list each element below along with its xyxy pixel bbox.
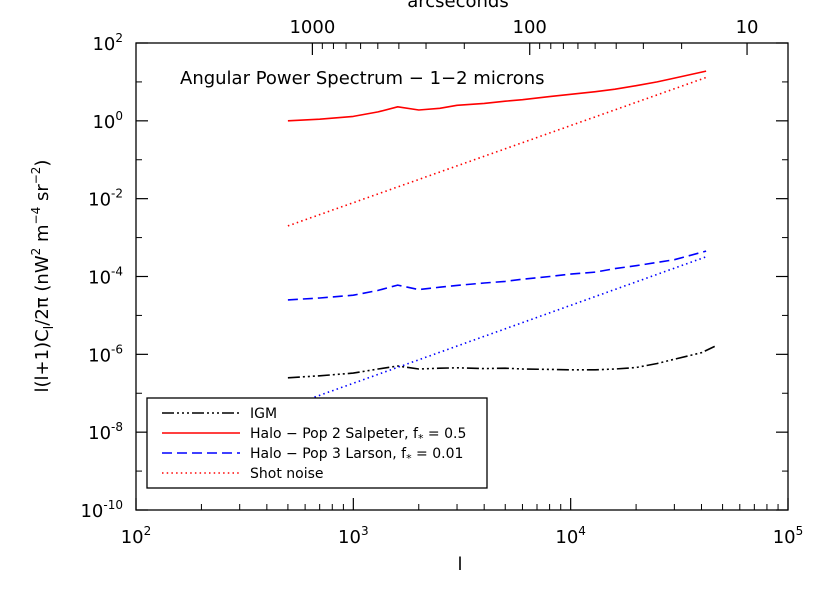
x-tick-label: 105 — [773, 524, 804, 548]
x-tick-labels: 102 103 104 105 — [121, 524, 804, 548]
x-tick-label-exponent: 2 — [144, 524, 152, 538]
ylabel-superscript: 2 — [29, 248, 43, 256]
legend-label-text: Halo − Pop 3 Larson, f — [250, 446, 407, 462]
ylabel-part: ) — [32, 160, 53, 167]
x-tick-label-base: 10 — [338, 527, 361, 548]
plot-frame — [135, 42, 789, 511]
y-tick-label: 10-4 — [88, 265, 123, 289]
y-tick-label-exponent: 2 — [115, 31, 123, 45]
x-tick-label-base: 10 — [773, 527, 796, 548]
y-tick-label: 100 — [92, 109, 123, 133]
y-tick-label-exponent: 0 — [115, 109, 123, 123]
y-tick-label-base: 10 — [88, 190, 111, 211]
top-tick-label: 100 — [513, 17, 547, 38]
series-line-0 — [287, 345, 716, 379]
y-tick-label-base: 10 — [92, 34, 115, 55]
x-tick-label-exponent: 3 — [361, 524, 369, 538]
y-tick-label-exponent: -10 — [103, 498, 123, 512]
x-tick-label: 102 — [121, 524, 152, 548]
top-tick-label: 1000 — [289, 17, 335, 38]
y-tick-label-base: 10 — [88, 423, 111, 444]
top-tick-labels: 1000 100 10 — [289, 17, 758, 38]
ylabel-part: m — [32, 224, 53, 247]
y-tick-label-exponent: -4 — [111, 265, 123, 279]
top-axis-label: arcseconds — [407, 0, 509, 12]
x-tick-label-base: 10 — [121, 527, 144, 548]
x-tick-label-exponent: 5 — [796, 524, 804, 538]
y-tick-label-base: 10 — [80, 501, 103, 522]
y-tick-label: 10-2 — [88, 187, 123, 211]
y-tick-label: 10-6 — [88, 342, 123, 366]
y-tick-label: 10-10 — [80, 498, 123, 522]
ylabel-part: l(l+1)C — [32, 329, 53, 392]
x-tick-label-exponent: 4 — [578, 524, 586, 538]
y-tick-label-base: 10 — [88, 345, 111, 366]
y-tick-label: 10-8 — [88, 420, 123, 444]
y-tick-label-exponent: -6 — [111, 342, 123, 356]
ylabel-superscript: −4 — [29, 207, 43, 225]
ylabel-subscript: l — [42, 326, 57, 330]
series-line-2 — [287, 76, 707, 227]
series-line-4 — [287, 256, 707, 408]
chart-title: Angular Power Spectrum − 1−2 microns — [180, 68, 545, 89]
ylabel-superscript: −2 — [29, 167, 43, 185]
legend-label: Halo − Pop 3 Larson, f* = 0.01 — [250, 446, 463, 465]
top-tick-label: 10 — [736, 17, 759, 38]
legend-label-suffix: = 0.5 — [423, 426, 466, 442]
y-tick-label-exponent: -2 — [111, 187, 123, 201]
legend-label: Halo − Pop 2 Salpeter, f* = 0.5 — [250, 426, 466, 445]
x-tick-label-base: 10 — [555, 527, 578, 548]
legend-label: IGM — [250, 406, 277, 422]
legend-label-text: Halo − Pop 2 Salpeter, f — [250, 426, 419, 442]
legend-label: Shot noise — [250, 466, 324, 482]
y-tick-label-base: 10 — [92, 112, 115, 133]
legend-label-text: Shot noise — [250, 466, 324, 482]
y-axis-label: l(l+1)Cl/2π (nW2 m−4 sr−2) — [29, 160, 57, 393]
x-tick-label: 103 — [338, 524, 369, 548]
series-line-3 — [287, 250, 707, 301]
data-series — [287, 70, 716, 408]
x-tick-label: 104 — [555, 524, 586, 548]
minor-ticks — [136, 43, 788, 510]
ylabel-part: /2π (nW — [32, 255, 53, 326]
y-tick-label-exponent: -8 — [111, 420, 123, 434]
ylabel-part: sr — [32, 184, 53, 207]
y-tick-label: 102 — [92, 31, 123, 55]
series-line-1 — [287, 70, 707, 122]
x-axis-label: l — [457, 554, 462, 575]
y-tick-label-base: 10 — [88, 268, 111, 289]
legend-label-suffix: = 0.01 — [412, 446, 464, 462]
legend-label-subscript: * — [418, 432, 424, 445]
legend-label-subscript: * — [406, 452, 412, 465]
legend-label-text: IGM — [250, 406, 277, 422]
